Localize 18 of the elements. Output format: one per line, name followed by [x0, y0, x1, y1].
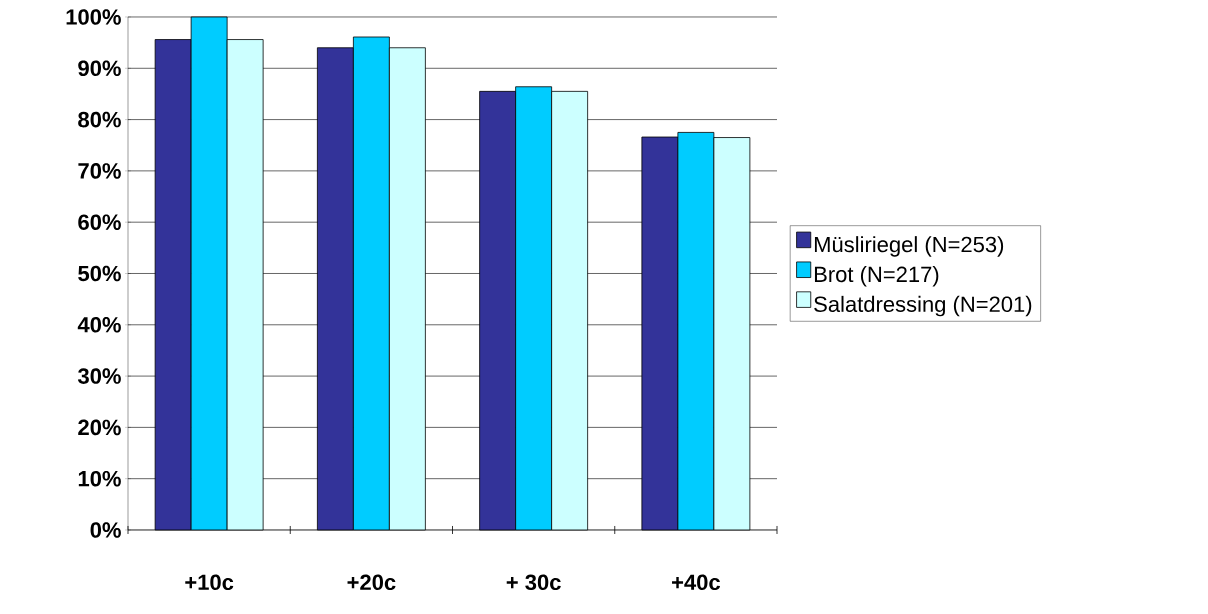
y-tick-label: 90% [78, 60, 121, 77]
legend-label: Müsliriegel (N=253) [814, 236, 1004, 257]
legend-label: Brot (N=217) [814, 265, 939, 287]
legend-label: Salatdressing (N=201) [814, 295, 1032, 317]
y-tick-label: 0% [90, 522, 121, 538]
y-tick-label: 80% [78, 111, 121, 128]
y-tick-label: 100% [66, 9, 121, 25]
y-tick-label: 30% [77, 368, 121, 384]
y-tick-label: 60% [78, 214, 121, 230]
y-tick-label: 50% [78, 265, 121, 282]
y-tick-label: 20% [78, 419, 121, 436]
y-tick-label: 70% [78, 163, 121, 179]
x-tick-label: +10c [185, 574, 234, 591]
y-tick-label: 10% [78, 470, 121, 487]
x-tick-label: + 30c [506, 574, 561, 591]
x-tick-label: +40c [672, 574, 721, 591]
x-tick-label: +20c [347, 574, 396, 591]
y-tick-label: 40% [77, 317, 121, 333]
